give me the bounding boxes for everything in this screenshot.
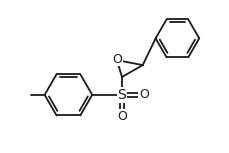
Text: S: S xyxy=(117,88,126,102)
Text: O: O xyxy=(112,53,122,66)
Text: O: O xyxy=(139,88,149,101)
Text: O: O xyxy=(117,110,127,123)
